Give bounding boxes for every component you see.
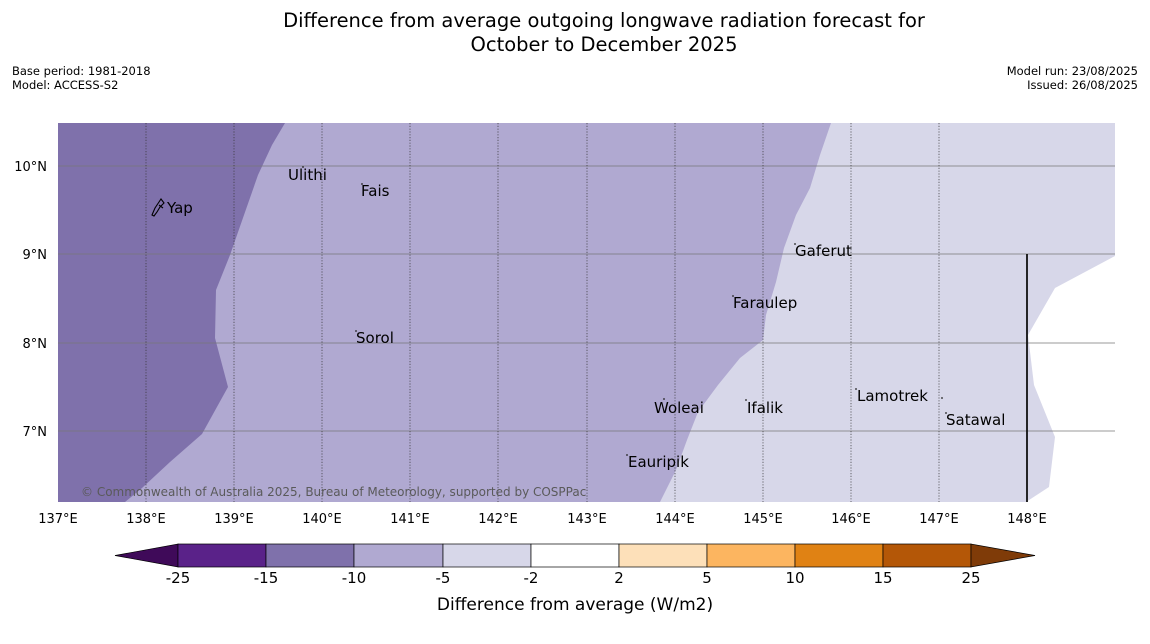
place-label-satawal: Satawal	[946, 411, 1005, 429]
place-label-sorol: Sorol	[356, 329, 394, 347]
colorbar-tick-2: -15	[254, 569, 279, 587]
graticule	[58, 123, 1115, 502]
lon-tick-138e: 138°E	[126, 512, 166, 527]
place-label-ulithi: Ulithi	[288, 166, 327, 184]
place-label-fais: Fais	[361, 182, 390, 200]
colorbar-tick-6: 2	[614, 569, 624, 587]
place-label-woleai: Woleai	[654, 399, 704, 417]
place-label-faraulep: Faraulep	[733, 294, 797, 312]
place-label-eauripik: Eauripik	[628, 453, 689, 471]
island-dots	[302, 166, 947, 456]
map-panel: Yap Ulithi Fais Gaferut Faraulep Sorol L…	[58, 123, 1115, 502]
copyright-credit: © Commonwealth of Australia 2025, Bureau…	[81, 485, 586, 499]
meta-left: Base period: 1981-2018 Model: ACCESS-S2	[12, 64, 151, 92]
colorbar-bin-9	[882, 543, 972, 568]
issued-date: Issued: 26/08/2025	[1027, 77, 1138, 92]
model-run: Model run: 23/08/2025	[1006, 64, 1138, 78]
lon-tick-139e: 139°E	[214, 512, 254, 527]
place-label-yap: Yap	[166, 199, 193, 217]
place-label-ifalik: Ifalik	[747, 399, 783, 417]
lat-tick-8n: 8°N	[23, 337, 48, 352]
lon-tick-141e: 141°E	[390, 512, 430, 527]
yap-island-shape	[151, 198, 165, 217]
colorbar-tick-1: -25	[166, 569, 191, 587]
colorbar-bin-2	[265, 543, 355, 568]
colorbar-arrow-low	[114, 543, 179, 568]
colorbar-arrow-high	[970, 543, 1036, 568]
lon-tick-144e: 144°E	[655, 512, 695, 527]
colorbar-label: Difference from average (W/m2)	[437, 595, 713, 615]
colorbar-bin-8	[794, 543, 884, 568]
colorbar-tick-10: 25	[961, 569, 980, 587]
title-line-2: October to December 2025	[470, 33, 738, 56]
base-period: Base period: 1981-2018	[12, 64, 151, 78]
meta-right: Model run: 23/08/2025 Issued: 26/08/2025	[1006, 64, 1138, 92]
colorbar-tick-9: 15	[873, 569, 892, 587]
place-label-lamotrek: Lamotrek	[857, 387, 928, 405]
lat-tick-7n: 7°N	[23, 425, 48, 440]
lon-tick-148e: 148°E	[1007, 512, 1047, 527]
title-line-1: Difference from average outgoing longwav…	[283, 9, 925, 32]
colorbar-bin-3	[353, 543, 444, 568]
lon-tick-146e: 146°E	[831, 512, 871, 527]
colorbar-bin-7	[706, 543, 796, 568]
colorbar-bin-5	[530, 543, 620, 568]
colorbar-tick-7: 5	[702, 569, 712, 587]
lon-tick-147e: 147°E	[919, 512, 959, 527]
colorbar-tick-5: -2	[524, 569, 539, 587]
lat-tick-9n: 9°N	[23, 248, 48, 263]
colorbar-tick-3: -10	[342, 569, 367, 587]
place-label-gaferut: Gaferut	[795, 242, 852, 260]
lon-tick-143e: 143°E	[567, 512, 607, 527]
colorbar	[114, 543, 1036, 568]
model-name: Model: ACCESS-S2	[12, 77, 119, 92]
lon-tick-140e: 140°E	[302, 512, 342, 527]
lon-tick-142e: 142°E	[478, 512, 518, 527]
lon-tick-145e: 145°E	[743, 512, 783, 527]
lat-tick-10n: 10°N	[14, 160, 47, 175]
chart-title: Difference from average outgoing longwav…	[0, 9, 1150, 57]
region-minus-10-to-minus-5	[58, 123, 831, 502]
colorbar-tick-8: 10	[785, 569, 804, 587]
colorbar-bin-4	[442, 543, 532, 568]
lon-tick-137e: 137°E	[38, 512, 78, 527]
colorbar-bin-6	[618, 543, 708, 568]
region-minus-15-to-minus-10	[58, 123, 285, 502]
colorbar-tick-4: -5	[436, 569, 451, 587]
colorbar-bin-1	[177, 543, 267, 568]
